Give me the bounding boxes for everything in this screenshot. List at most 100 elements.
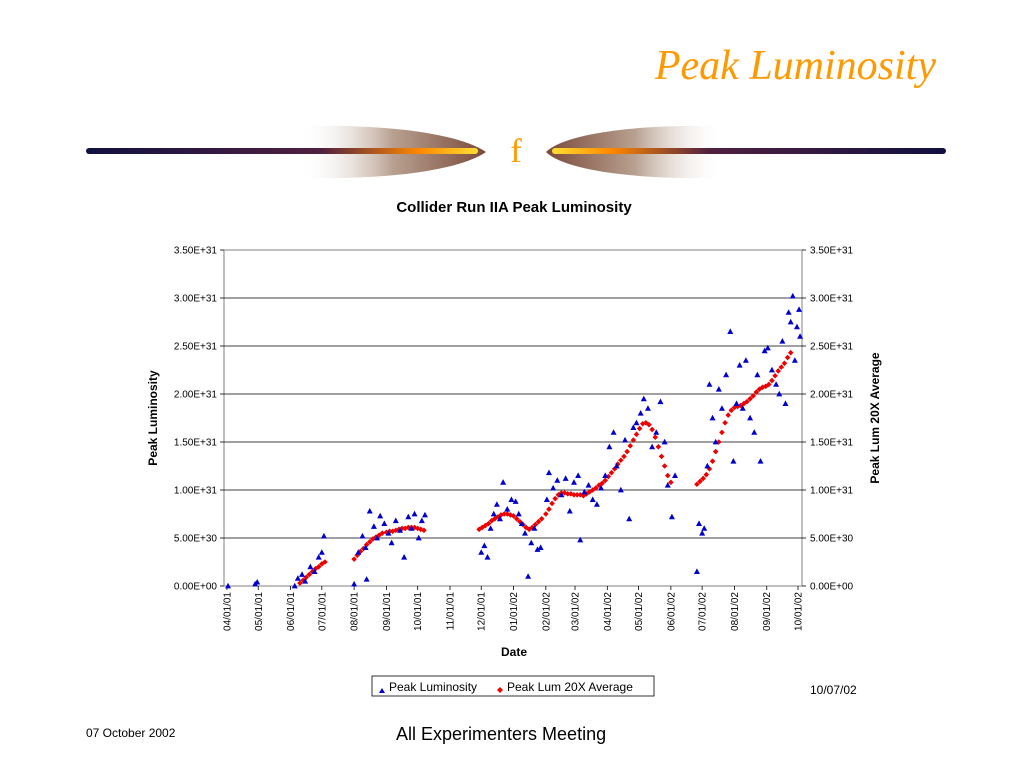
x-axis-ticks: 04/01/01 05/01/01 06/01/01 07/01/01 08/01/01… (223, 586, 805, 631)
x-tick-label: 06/01/01 (286, 592, 297, 631)
avg-point (652, 434, 659, 440)
avg-point (476, 526, 482, 533)
avg-point (538, 516, 545, 522)
y2-tick-label: 5.00E+30 (810, 534, 854, 545)
avg-point (655, 444, 662, 450)
peak-point (757, 458, 764, 464)
y-tick-label: 3.50E+31 (174, 246, 218, 257)
y-tick-label: 1.00E+31 (174, 486, 218, 497)
avg-point (421, 527, 427, 534)
avg-point (700, 475, 706, 482)
avg-point (664, 472, 671, 479)
avg-point (658, 453, 665, 460)
peak-point (630, 424, 637, 430)
legend: Peak Luminosity Peak Lum 20X Average (371, 675, 655, 697)
avg-point (668, 479, 674, 486)
avg-point (546, 506, 552, 512)
y2-tick-label: 2.00E+31 (810, 390, 854, 401)
peak-point (558, 491, 565, 498)
avg-point (787, 349, 794, 356)
x-tick-label: 09/01/01 (382, 592, 393, 631)
peak-point (617, 486, 624, 493)
peak-point (401, 554, 408, 560)
peak-point (733, 400, 740, 406)
peak-point (602, 472, 609, 478)
peak-point (653, 429, 660, 435)
peak-point (554, 477, 561, 483)
peak-point (493, 501, 500, 507)
x-tick-label: 05/01/01 (254, 592, 265, 631)
avg-point (315, 564, 322, 570)
y2-tick-label: 1.00E+31 (810, 486, 854, 497)
avg-point (402, 525, 408, 532)
peak-point (797, 333, 804, 339)
peak-point (761, 347, 768, 354)
avg-point (366, 539, 373, 545)
peak-point (704, 462, 711, 469)
avg-point (769, 377, 775, 384)
avg-point (728, 407, 735, 414)
avg-point (501, 511, 507, 517)
avg-point (322, 559, 328, 565)
peak-point (782, 400, 789, 406)
avg-point (535, 518, 542, 525)
legend-avg-label: Peak Lum 20X Average (507, 680, 633, 694)
avg-point (376, 532, 382, 538)
peak-point (789, 292, 796, 299)
avg-point (627, 443, 634, 449)
y2-tick-label: 3.00E+31 (810, 294, 854, 305)
right-axis-ticks: 0.00E+00 5.00E+30 1.00E+31 1.50E+31 2.00E+31… (802, 246, 854, 593)
peak-point (299, 571, 306, 577)
peak-point (696, 520, 703, 526)
avg-point (586, 489, 593, 495)
avg-point (510, 513, 517, 519)
peak-point (712, 438, 719, 445)
peak-point (764, 344, 771, 351)
peak-point (747, 414, 754, 421)
peak-point (613, 462, 620, 469)
avg-point (618, 457, 624, 464)
peak-point (315, 554, 322, 560)
peak-point (294, 575, 301, 581)
avg-point (747, 396, 753, 402)
logo-letter: f (510, 133, 522, 170)
avg-point (744, 398, 750, 405)
peak-point (392, 517, 399, 524)
avg-point (482, 522, 489, 529)
avg-point (694, 481, 700, 488)
peak-point (730, 458, 737, 464)
avg-point (649, 426, 655, 433)
peak-point (307, 563, 314, 570)
peak-point (585, 482, 592, 488)
slide-title: Peak Luminosity (654, 43, 936, 89)
x-tick-label: 10/01/02 (794, 592, 805, 631)
avg-point (614, 461, 621, 467)
avg-point (630, 437, 637, 443)
peak-point (633, 419, 640, 426)
date-stamp: 10/07/02 (810, 683, 857, 697)
peak-point (589, 496, 596, 502)
peak-point (374, 534, 381, 541)
avg-point (741, 400, 747, 407)
avg-point (712, 448, 719, 455)
avg-point (383, 529, 390, 536)
avg-point (580, 492, 587, 499)
avg-point (608, 469, 615, 476)
peak-point (773, 381, 780, 387)
peak-point (701, 525, 708, 531)
peak-point (661, 438, 668, 445)
avg-point (775, 368, 782, 374)
avg-point (725, 412, 731, 418)
peak-point (787, 318, 794, 325)
peak-point (363, 576, 370, 582)
peak-point (606, 443, 613, 450)
peak-point (351, 580, 358, 587)
legend-diamond-marker (497, 687, 503, 693)
gridlines (224, 297, 802, 539)
peak-point (411, 510, 418, 517)
x-tick-label: 02/01/02 (541, 592, 552, 631)
peak-point (699, 530, 706, 536)
peak-point (381, 520, 388, 526)
avg-point (552, 495, 559, 502)
y-tick-label: 0.00E+00 (174, 582, 218, 593)
